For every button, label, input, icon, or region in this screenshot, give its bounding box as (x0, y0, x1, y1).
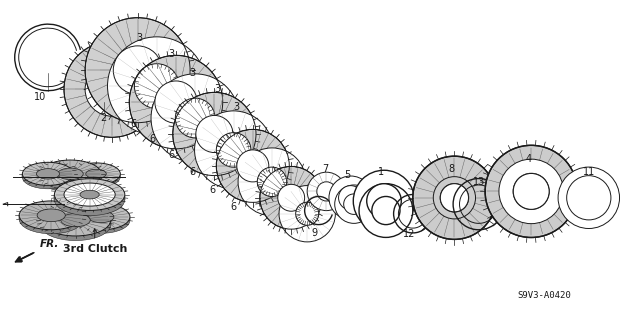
Ellipse shape (58, 168, 83, 180)
Ellipse shape (372, 197, 400, 225)
Ellipse shape (36, 169, 60, 179)
Text: 7: 7 (322, 164, 328, 174)
Ellipse shape (173, 93, 256, 175)
Ellipse shape (558, 167, 620, 228)
Ellipse shape (88, 211, 114, 223)
Text: FR.: FR. (40, 240, 59, 249)
Ellipse shape (85, 18, 190, 123)
Ellipse shape (440, 184, 468, 212)
Ellipse shape (339, 186, 363, 210)
Ellipse shape (54, 179, 125, 211)
Text: 3: 3 (168, 49, 175, 59)
Ellipse shape (413, 156, 496, 239)
Ellipse shape (40, 209, 111, 241)
Text: 6: 6 (149, 134, 156, 144)
Ellipse shape (307, 172, 346, 211)
Text: 9: 9 (312, 228, 318, 238)
Ellipse shape (151, 74, 239, 162)
Ellipse shape (216, 133, 251, 167)
Text: 3: 3 (214, 84, 221, 94)
Ellipse shape (216, 130, 289, 202)
Text: 4: 4 (525, 154, 532, 165)
Ellipse shape (108, 37, 206, 135)
Text: 6: 6 (168, 150, 175, 160)
Ellipse shape (359, 184, 413, 237)
Ellipse shape (260, 167, 323, 229)
Ellipse shape (85, 63, 139, 116)
Ellipse shape (278, 184, 305, 211)
Ellipse shape (195, 111, 273, 189)
Text: 1: 1 (378, 167, 384, 177)
Ellipse shape (72, 207, 130, 233)
Ellipse shape (80, 190, 99, 199)
Ellipse shape (367, 184, 401, 218)
Ellipse shape (19, 205, 83, 234)
Ellipse shape (577, 186, 600, 209)
Text: 2: 2 (100, 113, 107, 123)
Ellipse shape (22, 166, 74, 189)
Ellipse shape (335, 185, 373, 223)
Ellipse shape (238, 148, 306, 216)
Ellipse shape (37, 209, 65, 222)
Text: 8: 8 (449, 164, 455, 174)
Ellipse shape (129, 56, 223, 149)
Ellipse shape (175, 98, 215, 138)
Ellipse shape (296, 202, 319, 225)
Ellipse shape (40, 160, 101, 188)
Ellipse shape (196, 115, 233, 152)
Ellipse shape (61, 213, 90, 227)
Text: 6: 6 (189, 167, 195, 177)
Ellipse shape (513, 174, 549, 209)
Ellipse shape (72, 204, 130, 230)
Ellipse shape (566, 176, 611, 220)
Text: S9V3-A0420: S9V3-A0420 (517, 291, 571, 300)
Text: 3: 3 (234, 102, 240, 112)
Ellipse shape (72, 163, 120, 185)
Text: 10: 10 (33, 92, 46, 102)
Ellipse shape (237, 150, 269, 182)
Ellipse shape (485, 145, 577, 237)
Text: 12: 12 (403, 229, 416, 240)
Text: 5: 5 (344, 170, 351, 181)
Ellipse shape (64, 183, 115, 206)
Text: 3: 3 (136, 33, 143, 43)
Ellipse shape (113, 46, 162, 94)
Ellipse shape (513, 174, 549, 209)
Ellipse shape (499, 159, 563, 224)
Ellipse shape (317, 182, 336, 201)
Ellipse shape (134, 64, 179, 108)
Ellipse shape (86, 169, 106, 178)
Ellipse shape (40, 164, 101, 192)
Ellipse shape (329, 176, 372, 219)
Ellipse shape (257, 167, 287, 197)
Ellipse shape (279, 186, 335, 242)
Ellipse shape (72, 166, 120, 188)
Ellipse shape (64, 41, 160, 137)
Text: 6: 6 (230, 202, 237, 212)
Ellipse shape (54, 184, 125, 216)
Text: 6: 6 (209, 185, 216, 195)
Ellipse shape (19, 201, 83, 230)
Ellipse shape (155, 81, 197, 123)
Ellipse shape (433, 177, 476, 219)
Ellipse shape (440, 184, 468, 212)
Text: 13: 13 (472, 177, 485, 187)
Text: 3: 3 (189, 68, 195, 78)
Ellipse shape (22, 162, 74, 185)
Ellipse shape (353, 170, 415, 232)
Text: 11: 11 (582, 167, 595, 177)
Ellipse shape (40, 204, 111, 236)
Text: 3rd Clutch: 3rd Clutch (63, 244, 127, 254)
Text: 6: 6 (130, 119, 136, 130)
Ellipse shape (344, 194, 364, 214)
